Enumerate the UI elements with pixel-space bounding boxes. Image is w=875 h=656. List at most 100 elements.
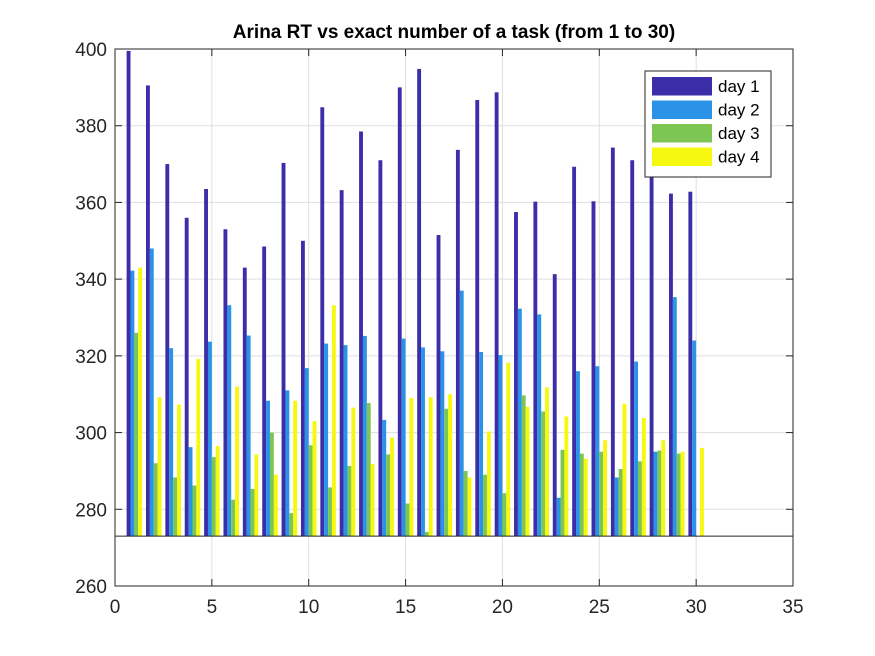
x-tick-label: 25 <box>589 597 610 618</box>
bar <box>479 352 484 537</box>
bar <box>595 366 600 537</box>
bar <box>289 513 294 537</box>
bar <box>382 419 387 537</box>
bar <box>630 160 635 537</box>
bar <box>428 397 433 537</box>
bar <box>157 397 162 537</box>
y-tick-label: 280 <box>75 500 107 521</box>
y-tick-label: 260 <box>75 577 107 598</box>
bar <box>634 361 639 537</box>
bar <box>207 341 212 537</box>
bar <box>638 461 642 537</box>
bar <box>669 193 673 537</box>
bar <box>215 446 220 537</box>
bar <box>401 338 406 537</box>
bar <box>331 305 336 537</box>
bar <box>533 201 538 537</box>
y-tick-label: 380 <box>75 117 107 138</box>
x-tick-label: 35 <box>782 597 803 618</box>
bar <box>378 160 383 537</box>
bar <box>304 368 309 537</box>
bar <box>390 437 394 537</box>
bar <box>676 453 681 537</box>
y-axis-ticks: 260 280 300 320 340 360 380 400 <box>75 40 793 598</box>
y-tick-label: 360 <box>75 193 107 214</box>
bar <box>254 454 259 537</box>
bar <box>370 464 375 537</box>
bar <box>614 477 619 537</box>
bar <box>572 166 577 537</box>
bar <box>517 308 522 537</box>
bar <box>661 440 666 537</box>
bar <box>475 100 480 537</box>
bar <box>285 390 290 537</box>
bar <box>196 358 201 537</box>
bar <box>138 267 143 537</box>
bar <box>417 68 422 537</box>
bar <box>467 477 472 537</box>
bar-series <box>126 50 704 537</box>
bar <box>444 408 449 537</box>
bar <box>591 201 596 537</box>
bar <box>343 345 348 537</box>
bar <box>494 92 499 537</box>
bar <box>211 457 216 537</box>
bar <box>246 335 251 537</box>
bar <box>126 50 131 537</box>
bar <box>145 85 150 537</box>
legend-label: day 4 <box>718 148 760 167</box>
bar <box>498 355 503 537</box>
bar <box>328 487 332 537</box>
bar <box>347 465 352 537</box>
bar <box>242 267 247 537</box>
bar <box>424 531 429 537</box>
bar <box>692 340 697 537</box>
bar <box>514 212 518 537</box>
bar <box>184 217 189 537</box>
legend: day 1 day 2 day 3 day 4 <box>644 70 772 178</box>
bar <box>560 449 565 537</box>
bar <box>409 398 414 537</box>
y-tick-label: 340 <box>75 270 107 291</box>
bar <box>688 191 693 537</box>
bar <box>320 107 325 537</box>
bar <box>312 421 317 537</box>
bar <box>700 447 704 537</box>
x-tick-label: 10 <box>298 597 319 618</box>
bar <box>610 147 615 537</box>
bar <box>657 450 662 537</box>
bar <box>537 314 542 537</box>
y-tick-label: 300 <box>75 424 107 445</box>
bar <box>525 406 530 537</box>
bar <box>618 469 623 537</box>
bar <box>603 440 608 537</box>
bar <box>579 453 584 537</box>
axes-box <box>114 48 794 587</box>
bar <box>300 240 305 537</box>
bar <box>386 454 391 537</box>
bar <box>130 270 135 537</box>
bar <box>440 351 445 537</box>
bar <box>362 335 367 537</box>
bar <box>176 404 181 537</box>
bar <box>359 131 363 537</box>
legend-label: day 1 <box>718 77 760 96</box>
bar <box>405 503 410 537</box>
bar <box>436 235 441 537</box>
bar <box>552 274 557 537</box>
bar <box>134 332 139 537</box>
legend-swatch <box>652 124 712 143</box>
chart-title: Arina RT vs exact number of a task (from… <box>233 22 675 43</box>
bar <box>622 403 627 537</box>
bar <box>165 164 170 537</box>
bar <box>262 246 267 537</box>
bar <box>448 394 453 537</box>
legend-label: day 2 <box>718 101 760 120</box>
x-tick-label: 15 <box>395 597 416 618</box>
bar <box>235 386 239 537</box>
bar <box>188 447 193 537</box>
bar <box>223 229 228 537</box>
bar <box>521 395 526 537</box>
bar <box>641 418 646 537</box>
